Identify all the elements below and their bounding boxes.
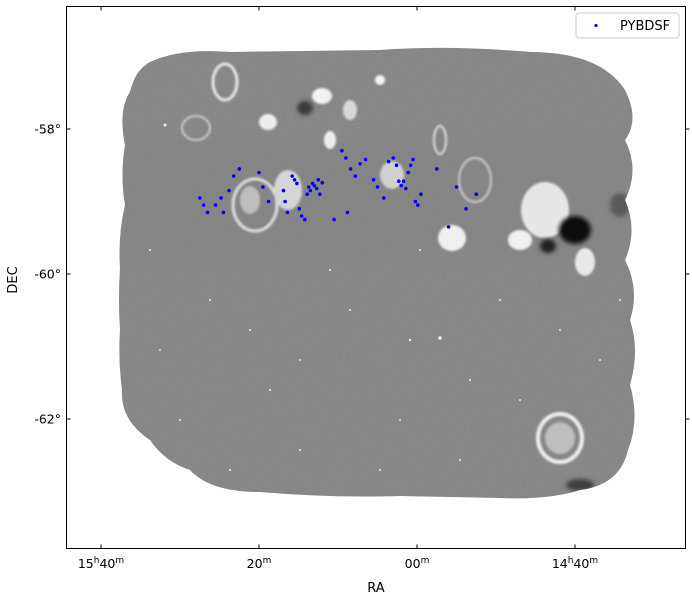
pybdsf-point [435, 167, 439, 171]
pybdsf-point [318, 192, 322, 196]
pybdsf-point [382, 196, 386, 200]
pybdsf-point [308, 188, 313, 193]
pybdsf-point [404, 186, 408, 191]
pybdsf-point [358, 162, 362, 166]
pybdsf-point [201, 203, 206, 207]
pybdsf-point [307, 185, 311, 189]
pybdsf-point [464, 207, 468, 211]
pybdsf-point [283, 199, 287, 204]
pybdsf-point [292, 178, 297, 182]
pybdsf-point [257, 170, 261, 175]
pybdsf-point [205, 210, 210, 215]
pybdsf-point [316, 178, 321, 182]
legend-box [575, 12, 680, 39]
pybdsf-point [419, 192, 423, 196]
pybdsf-series [198, 148, 479, 229]
pybdsf-point [221, 210, 226, 215]
y-axis-label: DEC [6, 266, 21, 293]
pybdsf-point [411, 157, 415, 162]
pybdsf-point [391, 156, 396, 160]
pybdsf-point [454, 185, 459, 189]
y-tick-label: -60° [34, 267, 61, 282]
legend-label: PYBDSF [620, 19, 670, 34]
pybdsf-point [261, 185, 265, 189]
pybdsf-point [332, 217, 336, 222]
legend: PYBDSF [575, 12, 680, 39]
pybdsf-point [312, 183, 317, 188]
pybdsf-point [345, 210, 350, 215]
x-axis-ticks: 15h40m 20m 00m 14h40m [78, 6, 598, 571]
pybdsf-point [371, 178, 376, 182]
pybdsf-point [406, 170, 411, 175]
pybdsf-point [266, 199, 271, 204]
y-tick-label: -58° [34, 122, 61, 137]
pybdsf-point [413, 199, 418, 204]
pybdsf-point [474, 192, 479, 196]
pybdsf-point [285, 210, 290, 215]
pybdsf-point [213, 203, 218, 207]
x-axis-label: RA [367, 581, 385, 596]
x-tick-label: 20m [247, 556, 272, 571]
x-tick-label: 00m [405, 556, 430, 571]
pybdsf-point [305, 192, 310, 196]
pybdsf-point [231, 174, 236, 178]
pybdsf-point [320, 180, 325, 185]
pybdsf-point [303, 217, 307, 222]
point-sources [149, 123, 621, 471]
pybdsf-point [314, 186, 319, 191]
pybdsf-point [219, 196, 223, 200]
pybdsf-point [401, 179, 406, 183]
x-tick-label: 15h40m [78, 556, 124, 571]
pybdsf-point [297, 207, 302, 211]
pybdsf-point [340, 148, 344, 153]
pybdsf-point [408, 163, 413, 168]
pybdsf-point [237, 167, 242, 171]
pybdsf-point [348, 167, 353, 171]
pybdsf-point [416, 203, 420, 207]
pybdsf-point [353, 174, 358, 178]
pybdsf-point [227, 188, 231, 193]
pybdsf-point [375, 185, 380, 189]
pybdsf-point [386, 159, 391, 164]
pybdsf-point [299, 214, 304, 218]
pybdsf-point [363, 157, 368, 162]
x-tick-label: 14h40m [552, 556, 598, 571]
legend-marker [594, 23, 598, 28]
pybdsf-point [198, 196, 202, 200]
pybdsf-point [344, 156, 348, 160]
pybdsf-point [397, 179, 401, 183]
pybdsf-point [295, 181, 299, 186]
pybdsf-point [399, 183, 404, 188]
pybdsf-point [290, 174, 295, 178]
pybdsf-point [281, 188, 286, 193]
survey-image [119, 47, 635, 499]
y-tick-label: -62° [34, 412, 61, 427]
y-axis-ticks: -58° -60° -62° [34, 122, 690, 427]
axes-frame [66, 6, 686, 549]
pybdsf-point [394, 163, 399, 168]
pybdsf-point [446, 225, 451, 229]
